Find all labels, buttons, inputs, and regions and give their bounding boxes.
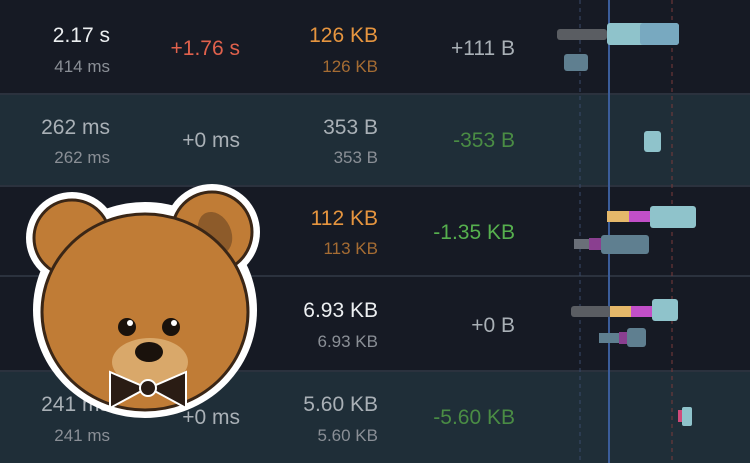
row: 2.17 s 414 ms +1.76 s 126 KB 126 KB +111…: [0, 0, 750, 95]
bear-mascot: [26, 184, 260, 418]
size-delta: -353 B: [453, 129, 515, 152]
size-delta: -1.35 KB: [433, 221, 515, 244]
waterfall-bars: [557, 23, 696, 426]
time-sub: 262 ms: [54, 148, 110, 167]
row: 262 ms 262 ms +0 ms 353 B 353 B -353 B: [0, 95, 750, 187]
size-delta: +111 B: [450, 37, 515, 60]
size-sub: 5.60 KB: [317, 426, 379, 445]
size: 112 KB: [310, 207, 378, 230]
size: 5.60 KB: [303, 393, 378, 416]
time-delta: +0 ms: [182, 406, 240, 429]
time-sub: 241 ms: [54, 426, 110, 445]
time: 2.17 s: [52, 24, 110, 47]
size-delta: +0 B: [471, 314, 515, 337]
size-sub: 353 B: [333, 148, 378, 167]
size-delta: -5.60 KB: [433, 406, 515, 429]
size: 353 B: [323, 116, 378, 139]
time-sub: 414 ms: [54, 57, 110, 76]
time: 262 ms: [41, 116, 110, 139]
size: 126 KB: [309, 24, 378, 47]
time-delta: +1.76 s: [170, 37, 240, 60]
time-delta: +0 ms: [182, 129, 240, 152]
size: 6.93 KB: [303, 299, 378, 322]
size-sub: 126 KB: [322, 57, 378, 76]
size-sub: 6.93 KB: [317, 332, 379, 351]
size-sub: 113 KB: [323, 239, 378, 258]
